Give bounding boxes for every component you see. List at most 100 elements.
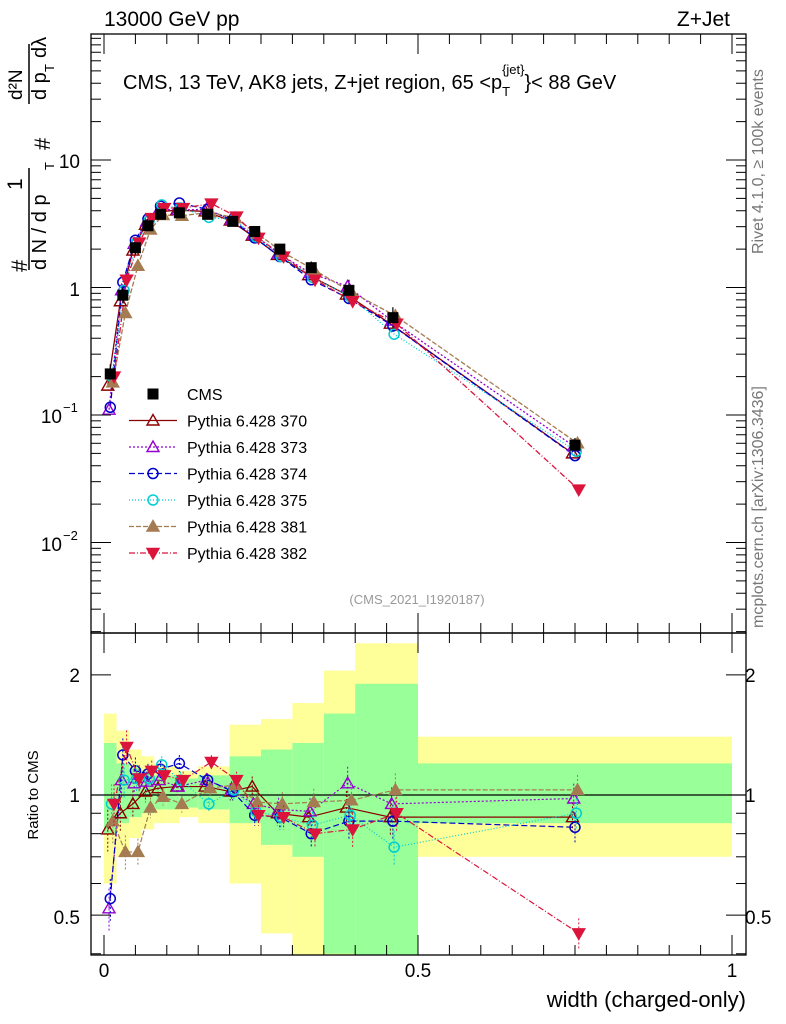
ratio-band-inner-10 [292, 742, 324, 857]
data-point [569, 439, 581, 451]
ratio-0-point [125, 796, 141, 810]
series-5-point [144, 212, 159, 226]
ratio-3-point [388, 841, 400, 853]
x-tick-0: 0 [99, 961, 110, 982]
ratio-line-3 [111, 764, 577, 848]
data-point [274, 243, 286, 255]
axes [90, 33, 747, 956]
ratio-2-point [173, 757, 186, 770]
data-point [387, 312, 399, 324]
legend: CMS Pythia 6.428 370 Pythia 6.428 373 Pythi… [129, 387, 307, 563]
ratio-5-point [157, 770, 172, 783]
legend-marker-5 [145, 547, 161, 561]
ylabel-hash1: # [7, 259, 32, 272]
ratio-band-inner-0 [104, 742, 117, 834]
data-point [117, 289, 129, 301]
x-tick-1: 1 [727, 961, 738, 982]
ratio-3-point [344, 809, 356, 821]
ratio-4-point [155, 789, 171, 802]
series-5-point [119, 274, 134, 288]
legend-label-4: Pythia 6.428 381 [187, 520, 307, 537]
ylabel-hash2: # [30, 137, 55, 150]
series-5-point [204, 198, 219, 212]
y-tick-0.01: 10 [41, 535, 62, 556]
ratio-4-point [105, 813, 120, 827]
ratio-5-point [307, 828, 323, 842]
title-post: }< 88 GeV [525, 72, 617, 94]
ratio-tick-0.5-left: 0.5 [54, 908, 80, 929]
legend-label-5: Pythia 6.428 382 [187, 546, 307, 563]
series-line-3 [110, 204, 577, 452]
ratio-4-point [570, 782, 585, 796]
ratio-2-point [201, 774, 214, 786]
ratio-5-point [251, 809, 266, 823]
series-4-point [118, 305, 133, 319]
ylabel-dl: dλ [29, 37, 51, 58]
ratio-line-5 [113, 744, 580, 934]
ratio-4-point [250, 794, 265, 808]
mcplots-label: mcplots.cern.ch [arXiv:1306.3436] [750, 386, 767, 628]
series-2-point [104, 401, 117, 414]
data-point [343, 284, 355, 296]
ratio-1-point [566, 791, 581, 804]
series-3-point [388, 328, 400, 340]
data-point [104, 368, 116, 380]
ratio-1-point [101, 900, 117, 914]
legend-label-1: Pythia 6.428 373 [187, 440, 307, 457]
ratio-band-inner-9 [261, 749, 293, 845]
ratio-3-point [570, 807, 583, 820]
legend-marker-4 [145, 519, 161, 532]
ratio-tick-1-right: 1 [745, 786, 756, 807]
ratio-0-point [138, 784, 153, 797]
y-tick-0.1-exp: −1 [63, 400, 78, 415]
ratio-5-point [276, 811, 291, 825]
plot-title: CMS, 13 TeV, AK8 jets, Z+jet region, 65 … [123, 62, 617, 99]
ratio-5-point [175, 774, 191, 788]
ylabel-dn: d N / d p [29, 194, 51, 270]
y-tick-0.1: 10 [41, 407, 62, 428]
legend-marker-data [147, 388, 159, 400]
ylabel-d2n: d²N [6, 69, 27, 100]
ratio-2-point [117, 749, 129, 761]
y-tick-1: 1 [69, 280, 80, 301]
ratio-4-point [202, 780, 218, 794]
data-point [305, 262, 317, 274]
legend-label-3: Pythia 6.428 375 [187, 493, 307, 510]
ratio-5-point [571, 928, 586, 941]
ratio-line-4 [112, 784, 578, 853]
legend-marker-0 [145, 413, 161, 426]
legend-marker-1 [145, 439, 161, 453]
series-4-point [130, 258, 146, 271]
legend-marker-3 [147, 494, 159, 506]
ratio-1-point [302, 803, 318, 817]
ratio-5-point [204, 756, 219, 770]
ratio-band-inner-12 [355, 683, 418, 955]
legend-label-0: Pythia 6.428 370 [187, 414, 307, 431]
data-point [202, 208, 214, 220]
ratio-5-point [119, 741, 134, 755]
data-point [155, 208, 167, 220]
ratio-y-axis-label: Ratio to CMS [25, 750, 42, 839]
ratio-4-point [118, 844, 133, 858]
ratio-4-point [174, 796, 190, 810]
ratio-5-point [389, 808, 404, 821]
ratio-3-point [156, 759, 168, 771]
ratio-4-point [275, 796, 290, 810]
ratio-4-point [388, 782, 403, 796]
ratio-tick-1-left: 1 [69, 786, 80, 807]
ratio-4-point [130, 844, 146, 858]
title-sub: T [502, 84, 510, 99]
data-point [142, 220, 154, 232]
ratio-0-point [100, 821, 115, 835]
ratio-4-point [306, 794, 321, 808]
ratio-2-point [104, 892, 117, 905]
main-plot-series [100, 197, 586, 498]
x-axis-label: width (charged-only) [546, 987, 746, 1012]
ratio-4-point [344, 792, 359, 806]
legend-label-2: Pythia 6.428 374 [187, 467, 307, 484]
title-sup: {jet} [502, 62, 525, 77]
data-point [227, 215, 239, 227]
ratio-1-point [340, 775, 355, 789]
ylabel-t2: T [42, 64, 57, 72]
